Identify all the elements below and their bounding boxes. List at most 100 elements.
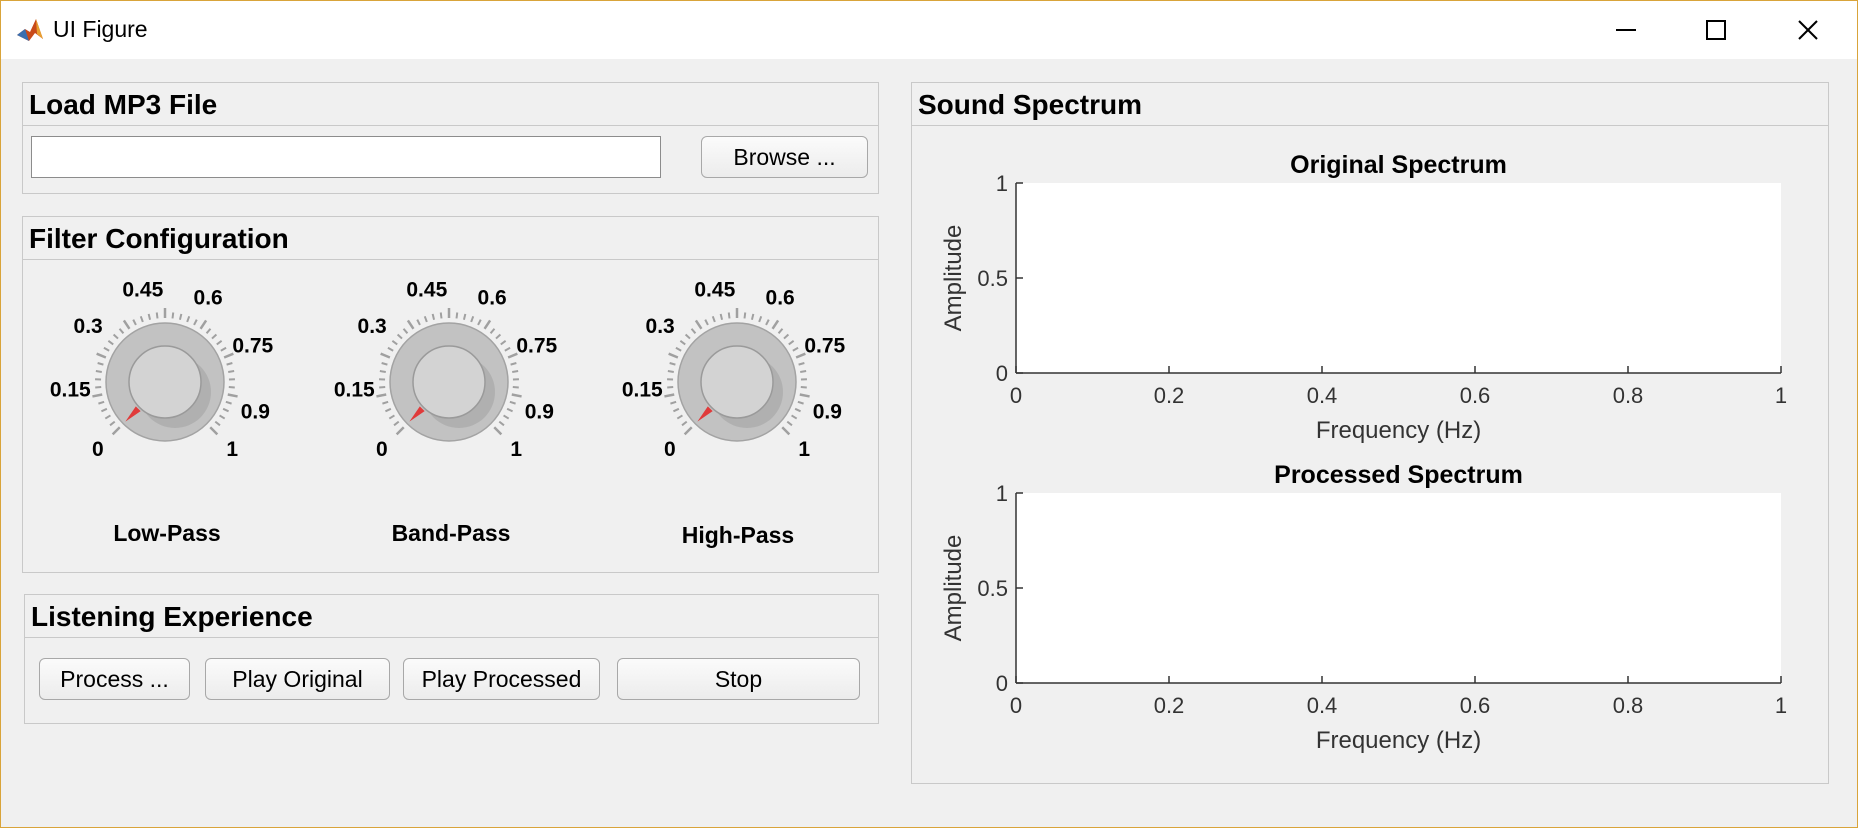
knob-minor-tick <box>791 414 798 420</box>
browse-button[interactable]: Browse ... <box>701 136 868 178</box>
knob-major-tick <box>227 393 238 398</box>
plot-area <box>1016 183 1781 373</box>
knob-minor-tick <box>670 400 677 405</box>
knob-major-tick <box>799 393 810 398</box>
knob-major-tick <box>92 393 103 398</box>
knob-tick-label: 0.75 <box>232 335 273 358</box>
knob-minor-tick <box>743 312 747 319</box>
knob-cap <box>700 345 774 419</box>
close-icon <box>1798 20 1818 40</box>
knob-minor-tick <box>379 370 386 373</box>
knob-minor-tick <box>719 313 724 321</box>
knob-minor-tick <box>226 362 233 366</box>
knob-major-tick <box>199 319 208 330</box>
file-path-input[interactable] <box>31 136 661 178</box>
process-button[interactable]: Process ... <box>39 658 190 700</box>
knob-minor-tick <box>503 414 510 420</box>
knob-major-tick <box>668 352 679 359</box>
y-tick-label: 1 <box>996 171 1008 196</box>
x-tick-label: 0.8 <box>1613 383 1644 408</box>
maximize-icon <box>1706 20 1726 40</box>
panel-title: Load MP3 File <box>29 89 218 120</box>
knob-minor-tick <box>178 313 183 321</box>
knob-cap <box>412 345 486 419</box>
knob-low-pass[interactable]: 0 0.15 0.3 0.45 0.6 0.75 0.91 <box>45 262 285 502</box>
knob-minor-tick <box>750 313 755 321</box>
play-processed-button[interactable]: Play Processed <box>403 658 600 700</box>
knob-minor-tick <box>690 328 697 334</box>
knob-minor-tick <box>382 400 389 405</box>
knob-minor-tick <box>455 312 459 319</box>
knob-major-tick <box>664 393 675 398</box>
spectrum-chart-1: 0 0.2 0.4 0.6 0.8 1 0 0.5 1 Processed Spectrum Fre… <box>940 461 1787 754</box>
knob-minor-tick <box>101 407 108 413</box>
knob-tick-label: 0 <box>92 438 104 461</box>
minimize-button[interactable] <box>1581 1 1671 59</box>
x-tick-label: 0.4 <box>1307 693 1338 718</box>
knob-minor-tick <box>675 346 682 352</box>
close-button[interactable] <box>1763 1 1853 59</box>
knob-minor-tick <box>727 312 731 319</box>
knob-minor-tick <box>669 362 676 366</box>
knob-minor-tick <box>396 333 403 340</box>
x-axis-label: Frequency (Hz) <box>1316 417 1481 444</box>
x-tick-label: 0.6 <box>1460 693 1491 718</box>
knob-minor-tick <box>783 333 790 340</box>
y-tick-label: 0.5 <box>977 576 1008 601</box>
plot-area <box>1016 493 1781 683</box>
knob-minor-tick <box>498 420 505 427</box>
x-tick-label: 0 <box>1010 693 1022 718</box>
knob-indicator <box>125 406 141 422</box>
knob-minor-tick <box>788 340 795 346</box>
knob-label-high-pass: High-Pass <box>681 522 795 548</box>
knob-high-pass[interactable]: 0 0.15 0.3 0.45 0.6 0.75 0.91 <box>617 262 857 502</box>
knob-major-tick <box>380 352 391 359</box>
knob-major-tick <box>223 352 234 359</box>
stop-button[interactable]: Stop <box>617 658 860 700</box>
knob-minor-tick <box>220 346 227 352</box>
knob-minor-tick <box>388 414 395 420</box>
panel-divider <box>25 637 878 638</box>
knob-minor-tick <box>109 420 116 427</box>
knob-minor-tick <box>470 315 475 323</box>
knob-major-tick <box>795 352 806 359</box>
knob-minor-tick <box>391 340 398 346</box>
spectrum-chart-0: 0 0.2 0.4 0.6 0.8 1 0 0.5 1 Original Spectrum Freq… <box>940 151 1787 444</box>
knob-minor-tick <box>132 319 137 326</box>
knob-tick-label: 0.9 <box>813 400 842 423</box>
knob-minor-tick <box>112 333 119 340</box>
knob-minor-tick <box>667 370 674 373</box>
knob-minor-tick <box>387 346 394 352</box>
knob-minor-tick <box>98 400 105 405</box>
knob-tick-label: 0.3 <box>74 315 103 338</box>
knob-minor-tick <box>139 315 144 323</box>
knob-indicator <box>409 406 425 422</box>
knob-band-pass[interactable]: 0 0.15 0.3 0.45 0.6 0.75 0.91 <box>329 262 569 502</box>
knob-tick-label: 0.3 <box>358 315 387 338</box>
knob-minor-tick <box>219 414 226 420</box>
knob-indicator <box>697 406 713 422</box>
minimize-icon <box>1616 29 1636 31</box>
knob-label-low-pass: Low-Pass <box>113 520 221 546</box>
knob-minor-tick <box>509 400 516 405</box>
knob-major-tick <box>694 319 703 330</box>
knob-tick-label: 1 <box>798 438 810 461</box>
knob-major-tick <box>507 352 518 359</box>
knob-minor-tick <box>681 420 688 427</box>
knob-minor-tick <box>118 328 125 334</box>
knob-minor-tick <box>679 340 686 346</box>
knob-tick-label: 0.6 <box>478 286 507 309</box>
knob-minor-tick <box>423 315 428 323</box>
panel-divider <box>23 125 878 126</box>
x-axis-label: Frequency (Hz) <box>1316 727 1481 754</box>
knob-minor-tick <box>216 340 223 346</box>
knob-minor-tick <box>495 333 502 340</box>
y-axis-label: Amplitude <box>940 535 967 642</box>
maximize-button[interactable] <box>1671 1 1761 59</box>
knob-minor-tick <box>214 420 221 427</box>
title-bar[interactable]: UI Figure <box>1 1 1857 59</box>
knob-major-tick <box>376 393 387 398</box>
knob-tick-label: 1 <box>226 438 238 461</box>
play-original-button[interactable]: Play Original <box>205 658 390 700</box>
